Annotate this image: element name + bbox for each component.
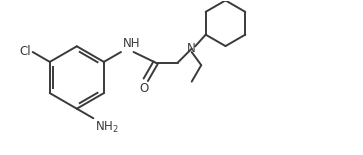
Text: Cl: Cl	[20, 46, 31, 58]
Text: NH: NH	[123, 38, 140, 51]
Text: N: N	[187, 42, 196, 55]
Text: NH$_2$: NH$_2$	[95, 120, 119, 135]
Text: O: O	[140, 82, 149, 95]
